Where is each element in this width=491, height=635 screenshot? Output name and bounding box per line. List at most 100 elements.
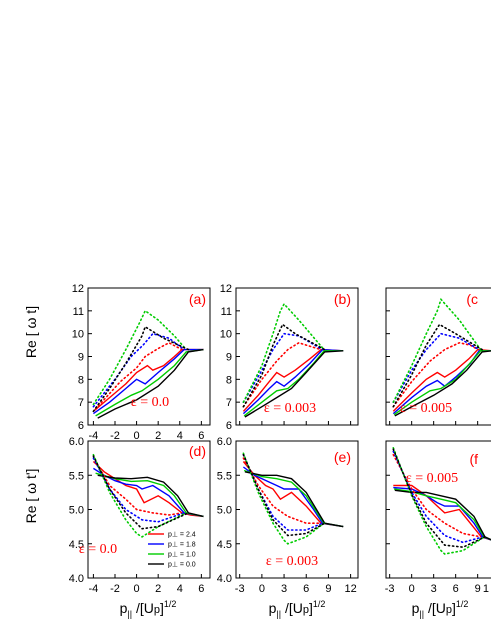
x-tick-label: 6 [453,583,459,595]
y-tick-label: 11 [73,306,84,318]
series-line [95,348,204,417]
legend-label: p⊥ = 2.4 [168,532,196,539]
x-tick-label: 6 [303,583,309,595]
x-tick-label: -2 [110,583,120,595]
y-tick-label: 4.5 [217,539,232,551]
panel-label: (d) [189,443,206,459]
series-line [242,466,344,528]
x-tick-label: 2 [155,583,161,595]
series-line [392,348,491,412]
series-line [242,332,324,403]
series-line [92,348,204,412]
epsilon-label: ε = 0.003 [266,554,318,569]
epsilon-label: ε = 0.003 [264,401,316,416]
y-tick-label: 12 [72,283,84,295]
legend-label: p⊥ = 0.0 [168,562,196,569]
panel-d: 4.0 4.5 5.0 5.5 6.0 -4 -2 0 2 4 6 (d) ε = 0.0 p|| /[U… [69,436,211,619]
series-line [242,453,324,531]
y-tick-label: 5.5 [69,470,84,482]
series-line [243,350,344,417]
x-axis-label: p|| /[Up]1/2 [412,599,469,619]
panel-label: (a) [189,291,206,307]
series-line [97,474,204,518]
panel-a: 6 7 8 9 10 11 12 -4 -2 0 2 4 6 (a) ε = 0.0 [72,283,211,442]
panel-c: (c ε = 0.005 [385,287,491,426]
x-tick-label: 1 [483,583,489,595]
x-tick-label: 6 [198,583,204,595]
legend-label: p⊥ = 1.0 [168,552,196,559]
legend-label: p⊥ = 1.8 [168,542,196,549]
series-line [392,332,480,403]
x-tick-label: -3 [235,583,245,595]
series-line [393,350,491,416]
series-line [94,460,183,516]
legend: p⊥ = 2.4 p⊥ = 1.8 p⊥ = 1.0 p⊥ = 0.0 [148,532,196,569]
y-tick-label: 7 [78,397,84,409]
series-line [242,452,325,545]
row-ylabel-top: Re [ ω t] [23,306,39,358]
y-tick-label: 5.0 [217,505,232,517]
y-tick-label: 10 [72,329,84,341]
series-line [92,348,204,415]
y-tick-label: 5.5 [217,470,232,482]
x-tick-label: 3 [431,583,437,595]
y-tick-label: 9 [226,352,232,364]
series-line [394,350,491,417]
panel-label: (f [469,451,478,467]
series-line [392,297,482,403]
series-line [92,457,185,523]
series-line [242,348,344,415]
series-line [392,323,483,408]
x-tick-label: -3 [385,583,395,595]
panel-e: 4.0 4.5 5.0 5.5 6.0 -3 0 3 6 9 12 (e) ε = 0.003 p|| /… [217,436,359,619]
y-tick-label: 8 [78,374,84,386]
y-tick-label: 6.0 [69,436,84,448]
x-tick-label: 4 [177,583,183,595]
series-line [97,348,204,419]
x-axis-label: p|| /[Up]1/2 [269,599,326,619]
row-ylabel-bottom: Re [ ω t'] [23,469,39,524]
x-tick-label: 4 [177,430,183,442]
panel-label: (b) [334,291,351,307]
series-line [92,309,187,406]
y-tick-label: 7 [226,397,232,409]
x-tick-label: 3 [281,583,287,595]
series-line [93,467,204,518]
panel-b: 6 7 8 9 10 11 12 (b) ε = 0.003 [220,283,359,432]
panel-label: (c [466,291,478,307]
y-tick-label: 8 [226,374,232,386]
series-line [242,341,322,408]
series-line [242,453,326,537]
x-tick-label: 0 [259,583,265,595]
epsilon-label: ε = 0.005 [406,471,458,486]
x-tick-label: 0 [134,583,140,595]
epsilon-label: ε = 0.0 [79,542,117,557]
series-line [92,455,190,530]
series-line [392,448,486,549]
epsilon-label: ε = 0.0 [131,395,169,410]
x-tick-label: -4 [89,430,99,442]
y-tick-label: 9 [78,352,84,364]
y-tick-label: 4.5 [69,539,84,551]
panel-label: (e) [334,449,351,465]
series-line [242,323,326,408]
y-tick-label: 6 [78,420,84,432]
y-tick-label: 4.0 [217,573,232,585]
epsilon-label: ε = 0.005 [400,401,452,416]
x-tick-label: 2 [155,430,161,442]
x-tick-label: 9 [325,583,331,595]
x-tick-label: 6 [198,430,204,442]
y-tick-label: 12 [220,283,232,295]
x-tick-label: 0 [409,583,415,595]
series-line [392,341,479,408]
series-line [95,472,204,518]
series-line [392,453,483,538]
series-line [393,484,491,541]
y-tick-label: 4.0 [69,573,84,585]
x-tick-label: 0 [134,430,140,442]
series-line [242,457,322,524]
x-axis-label: p|| /[Up]1/2 [120,599,177,619]
x-tick-label: 12 [344,583,356,595]
x-tick-label: -4 [89,583,99,595]
